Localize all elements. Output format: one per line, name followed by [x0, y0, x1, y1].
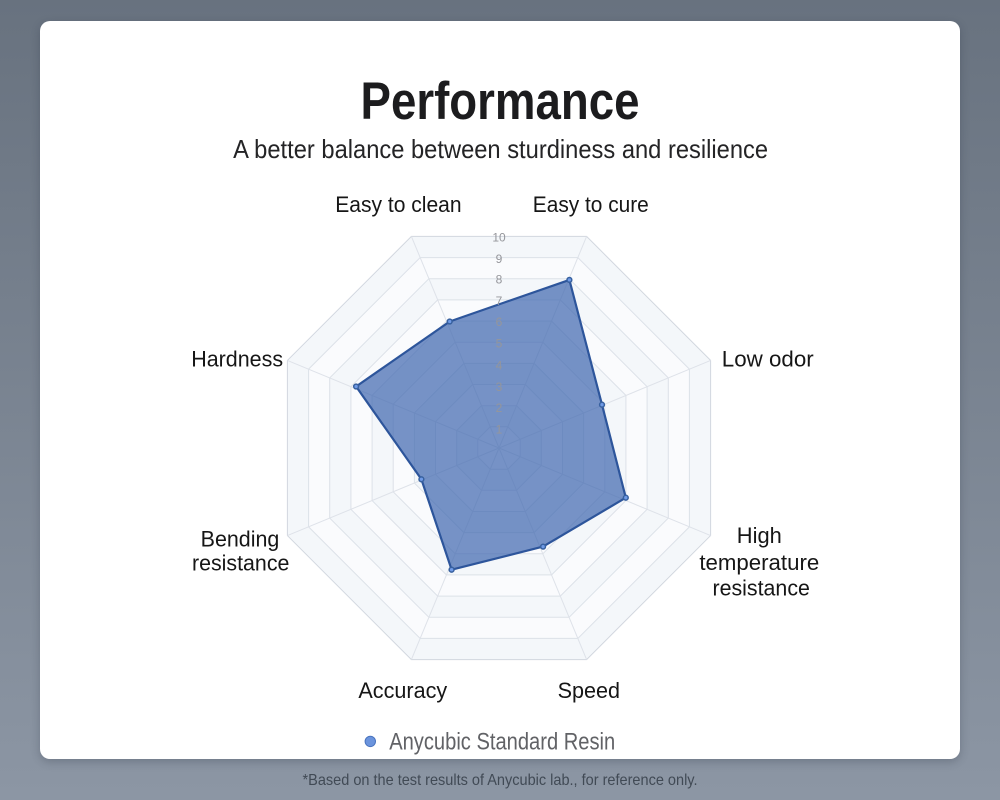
svg-text:Speed: Speed	[558, 678, 620, 703]
svg-text:1: 1	[496, 423, 503, 437]
svg-text:resistance: resistance	[192, 551, 289, 576]
svg-text:10: 10	[492, 231, 506, 245]
svg-text:temperature: temperature	[699, 550, 819, 575]
svg-text:Performance: Performance	[361, 72, 640, 131]
svg-text:Easy to clean: Easy to clean	[335, 192, 461, 217]
svg-text:Hardness: Hardness	[191, 346, 283, 371]
svg-text:8: 8	[496, 273, 503, 287]
svg-text:Low odor: Low odor	[722, 346, 814, 371]
svg-text:4: 4	[496, 358, 503, 372]
svg-text:High: High	[737, 523, 782, 548]
svg-text:resistance: resistance	[713, 576, 810, 601]
svg-text:*Based on the test results of: *Based on the test results of Anycubic l…	[303, 772, 698, 789]
svg-text:5: 5	[496, 337, 503, 351]
svg-text:6: 6	[496, 315, 503, 329]
svg-text:3: 3	[496, 380, 503, 394]
svg-text:A better balance between sturd: A better balance between sturdiness and …	[233, 134, 768, 164]
svg-text:7: 7	[496, 294, 503, 308]
svg-text:Accuracy: Accuracy	[358, 678, 447, 703]
svg-text:2: 2	[496, 401, 503, 415]
svg-text:Anycubic Standard Resin: Anycubic Standard Resin	[389, 729, 615, 756]
svg-text:Bending: Bending	[201, 527, 280, 552]
svg-text:Easy to cure: Easy to cure	[533, 192, 649, 217]
svg-text:9: 9	[496, 252, 503, 266]
